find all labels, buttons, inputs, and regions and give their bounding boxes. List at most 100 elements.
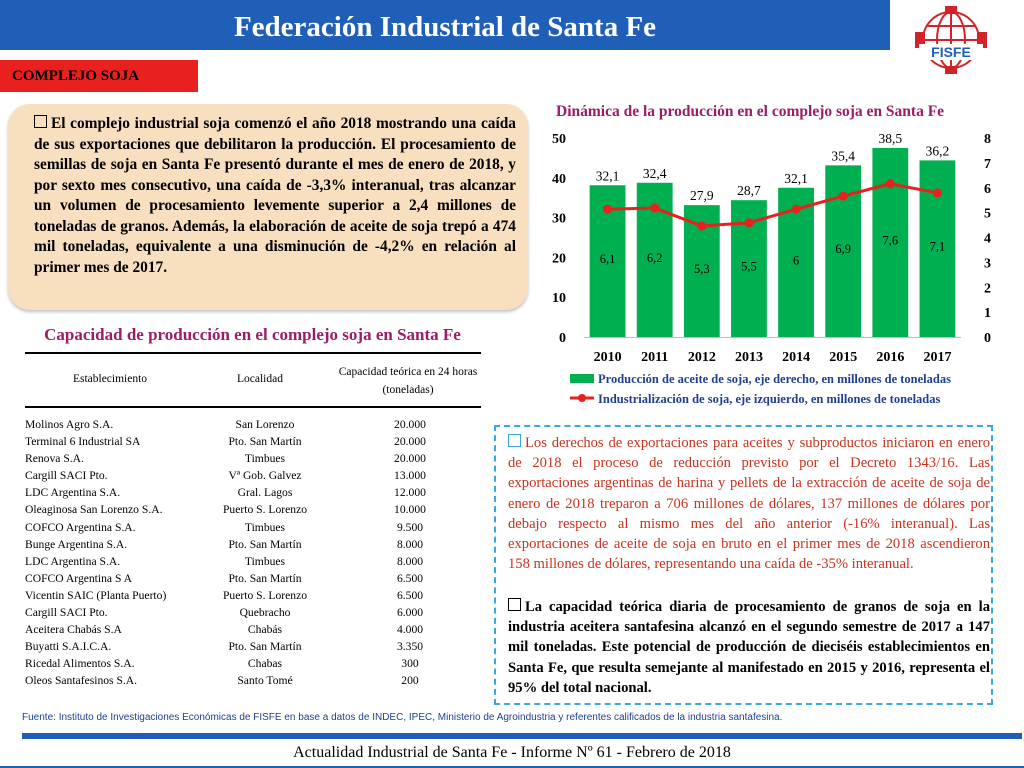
- header-establecimiento: Establecimiento: [72, 373, 148, 385]
- header-bar: [0, 0, 890, 50]
- left-axis-tick: 50: [552, 132, 566, 147]
- series-line: [607, 182, 938, 228]
- source-note: Fuente: Instituto de Investigaciones Eco…: [22, 712, 783, 723]
- x-tick-label: 2011: [641, 350, 668, 365]
- right-axis-tick: 0: [984, 331, 991, 346]
- cell-establecimiento: Buyatti S.A.I.C.A.: [25, 640, 112, 654]
- left-axis-tick: 30: [552, 212, 566, 227]
- line-point: [885, 179, 895, 189]
- table-row: Cargill SACI Pto. Vª Gob. Galvez 13.000: [25, 469, 481, 486]
- cell-establecimiento: COFCO Argentina S A: [25, 571, 133, 585]
- note-exports: Los derechos de exportaciones para aceit…: [508, 433, 990, 574]
- right-axis-tick: 1: [984, 306, 991, 321]
- cell-capacidad: 20.000: [394, 418, 426, 431]
- cell-establecimiento: Oleos Santafesinos S.A.: [25, 674, 138, 688]
- cell-capacidad: 200: [401, 674, 419, 688]
- right-axis-tick: 3: [984, 256, 991, 271]
- table-title: Capacidad de producción en el complejo s…: [44, 325, 461, 344]
- left-axis-tick: 20: [552, 251, 566, 266]
- cell-establecimiento: Cargill SACI Pto.: [25, 606, 108, 620]
- cell-capacidad: 9.500: [396, 520, 424, 534]
- header-capacidad: Capacidad teórica en 24 horas (toneladas…: [338, 366, 478, 396]
- x-tick-label: 2013: [735, 350, 763, 365]
- header-localidad: Localidad: [237, 373, 283, 385]
- line-point: [697, 221, 707, 231]
- table-row: Buyatti S.A.I.C.A. Pto. San Martín 3.350: [25, 640, 481, 657]
- cell-localidad: Puerto S. Lorenzo: [222, 588, 308, 602]
- bar-data-label: 6,2: [647, 251, 663, 265]
- bar-data-label: 5,5: [741, 260, 757, 274]
- line-point: [744, 218, 754, 228]
- table-row: Ricedal Alimentos S.A. Chabas 300: [25, 657, 481, 674]
- checkbox-bullet-icon: [508, 598, 521, 611]
- line-data-label: 32,1: [784, 171, 808, 186]
- cell-establecimiento: LDC Argentina S.A.: [25, 486, 121, 500]
- table-row: Renova S.A. Timbues 20.000: [25, 452, 481, 469]
- bar-data-label: 7,6: [883, 233, 899, 247]
- cell-localidad: Pto. San Martín: [228, 537, 302, 551]
- line-data-label: 36,2: [926, 143, 950, 158]
- cell-establecimiento: Molinos Agro S.A.: [25, 418, 114, 431]
- cell-capacidad: 4.000: [396, 623, 424, 637]
- table-row: COFCO Argentina S A Pto. San Martín 6.500: [25, 572, 481, 589]
- right-axis-tick: 5: [984, 207, 991, 222]
- cell-capacidad: 6.500: [396, 588, 424, 602]
- cell-localidad: San Lorenzo: [235, 418, 295, 431]
- cell-capacidad: 8.000: [396, 537, 424, 551]
- line-data-label: 32,4: [643, 166, 667, 181]
- left-axis-tick: 0: [559, 331, 566, 346]
- cell-capacidad: 300: [401, 657, 419, 671]
- summary-text: El complejo industrial soja comenzó el a…: [34, 115, 516, 276]
- cell-establecimiento: Ricedal Alimentos S.A.: [25, 657, 135, 671]
- cell-localidad: Vª Gob. Galvez: [228, 469, 302, 483]
- cell-establecimiento: COFCO Argentina S.A.: [25, 520, 136, 534]
- cell-establecimiento: Renova S.A.: [25, 452, 84, 466]
- x-tick-label: 2017: [923, 350, 951, 365]
- note-exports-text: Los derechos de exportaciones para aceit…: [508, 435, 990, 573]
- note-capacity: La capacidad teórica diaria de procesami…: [508, 597, 990, 698]
- table-row: Aceitera Chabás S.A Chabás 4.000: [25, 623, 481, 640]
- right-axis-tick: 8: [984, 132, 991, 147]
- x-tick-label: 2010: [594, 350, 622, 365]
- line-point: [932, 188, 942, 198]
- bar-data-label: 5,3: [694, 262, 710, 276]
- summary-paragraph: El complejo industrial soja comenzó el a…: [34, 114, 516, 278]
- cell-localidad: Puerto S. Lorenzo: [222, 503, 308, 517]
- cell-capacidad: 20.000: [394, 452, 426, 466]
- cell-localidad: Pto. San Martín: [228, 571, 302, 585]
- right-axis-tick: 6: [984, 182, 991, 197]
- table-row: Vicentin SAIC (Planta Puerto) Puerto S. L…: [25, 589, 481, 606]
- cell-capacidad: 13.000: [394, 469, 426, 483]
- right-axis-tick: 2: [984, 281, 991, 296]
- right-axis-tick: 7: [984, 157, 991, 172]
- notes-box: Los derechos de exportaciones para aceit…: [494, 425, 993, 705]
- line-data-label: 35,4: [831, 148, 855, 163]
- bar-data-label: 6,1: [600, 252, 616, 266]
- cell-localidad: Timbues: [244, 520, 286, 534]
- line-data-label: 38,5: [879, 131, 903, 146]
- cell-establecimiento: LDC Argentina S.A.: [25, 554, 121, 568]
- table-row: COFCO Argentina S.A. Timbues 9.500: [25, 521, 481, 538]
- table-row: Molinos Agro S.A. San Lorenzo 20.000: [25, 418, 481, 435]
- x-tick-label: 2016: [876, 350, 904, 365]
- cell-localidad: Santo Tomé: [237, 674, 293, 688]
- cell-establecimiento: Terminal 6 Industrial SA: [25, 435, 141, 449]
- checkbox-bullet-icon: [508, 434, 521, 447]
- legend-line-marker: [578, 394, 586, 402]
- legend-line-label: Industrialización de soja, eje izquierdo…: [598, 392, 941, 406]
- cell-establecimiento: Cargill SACI Pto.: [25, 469, 108, 483]
- left-axis-tick: 40: [552, 172, 566, 187]
- cell-capacidad: 8.000: [396, 554, 424, 568]
- footer-bottom-rule: [0, 766, 1024, 768]
- cell-capacidad: 6.000: [396, 606, 424, 620]
- x-tick-label: 2015: [829, 350, 857, 365]
- cell-localidad: Gral. Lagos: [237, 486, 293, 500]
- line-point: [791, 204, 801, 214]
- fisfe-logo-icon: FISFE: [915, 6, 987, 74]
- cell-localidad: Timbues: [244, 452, 286, 466]
- table-body: Molinos Agro S.A. San Lorenzo 20.000 Termin…: [25, 418, 481, 692]
- table-top-rule: [25, 352, 481, 354]
- logo-text: FISFE: [931, 44, 971, 60]
- legend-bar-swatch: [570, 374, 594, 383]
- table-row: Cargill SACI Pto. Quebracho 6.000: [25, 606, 481, 623]
